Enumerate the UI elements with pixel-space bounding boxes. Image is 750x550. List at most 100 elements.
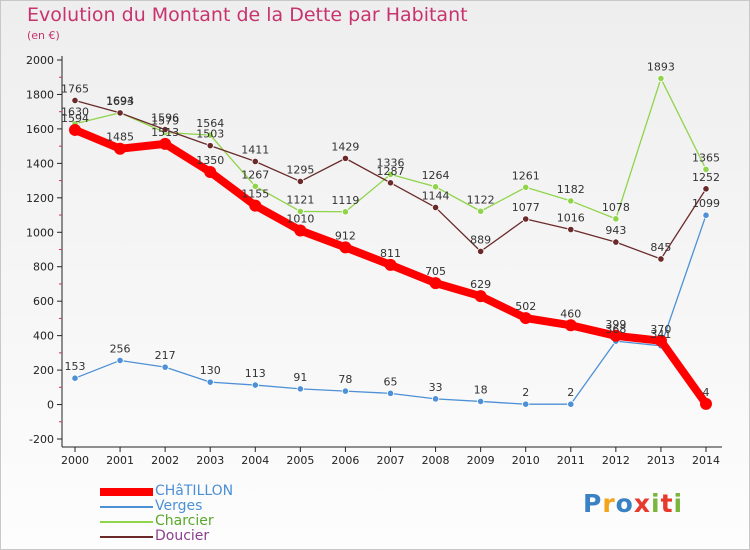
- legend-item: Verges: [100, 498, 360, 514]
- y-tick-label: 2000: [26, 54, 54, 67]
- data-label: 943: [605, 224, 626, 237]
- y-tick-label: 800: [33, 261, 54, 274]
- chart-legend: CHâTILLON Verges Charcier Doucier: [100, 483, 360, 544]
- data-label: 1264: [422, 169, 450, 182]
- data-point: [296, 207, 304, 216]
- data-point: [386, 389, 395, 397]
- data-point: [519, 312, 532, 325]
- legend-item: CHâTILLON: [100, 483, 360, 499]
- data-label: 1503: [196, 128, 224, 141]
- data-point: [657, 74, 665, 83]
- legend-label: Doucier: [155, 528, 210, 544]
- data-point: [474, 290, 487, 303]
- data-label: 1765: [61, 82, 89, 95]
- logo-letter: t: [660, 489, 674, 518]
- data-point: [567, 225, 575, 234]
- data-point: [567, 400, 575, 408]
- y-tick-label: 200: [33, 364, 54, 377]
- data-label: 1155: [241, 188, 269, 201]
- data-point: [431, 183, 440, 191]
- data-label: 113: [245, 367, 266, 380]
- x-tick-label: 2002: [151, 454, 179, 467]
- logo-letter: x: [633, 489, 651, 518]
- x-tick-label: 2004: [241, 454, 269, 467]
- data-label: 1350: [196, 154, 224, 167]
- data-label: 1411: [241, 143, 269, 156]
- data-point: [386, 179, 395, 187]
- y-tick-label: 1800: [26, 88, 54, 101]
- data-point: [251, 381, 259, 389]
- legend-item: Doucier: [100, 528, 360, 544]
- data-point: [702, 165, 710, 173]
- data-label: 370: [650, 323, 671, 336]
- data-point: [702, 185, 710, 193]
- x-tick-label: 2013: [647, 454, 675, 467]
- data-label: 629: [470, 278, 491, 291]
- data-point: [654, 334, 667, 347]
- data-point: [249, 199, 262, 212]
- data-label: 1261: [512, 169, 540, 182]
- y-tick-label: 1200: [26, 192, 54, 205]
- data-point: [657, 255, 665, 263]
- data-point: [477, 247, 485, 255]
- data-point: [564, 319, 577, 332]
- series-labels: 153 256 217 130 113 91 78 65 33 18 2 2 368 341 1099 163…: [61, 60, 720, 399]
- data-point: [116, 356, 124, 365]
- data-point: [116, 109, 124, 117]
- data-label: 1287: [377, 165, 405, 178]
- data-point: [114, 142, 127, 155]
- logo-letter: i: [651, 489, 661, 518]
- data-point: [294, 224, 307, 237]
- data-point: [206, 142, 214, 150]
- logo-letter: i: [673, 489, 684, 518]
- data-point: [609, 329, 622, 342]
- data-label: 1182: [557, 183, 585, 196]
- logo-letter: r: [602, 489, 616, 518]
- data-label: 4: [703, 386, 710, 399]
- data-label: 1579: [151, 115, 179, 128]
- data-label: 341: [650, 328, 671, 341]
- data-label: 1295: [286, 163, 314, 176]
- data-label: 1594: [61, 112, 89, 125]
- data-label: 460: [560, 307, 581, 320]
- data-point: [251, 157, 259, 166]
- data-label: 811: [380, 247, 401, 260]
- x-tick-label: 2009: [467, 454, 495, 467]
- data-label: 705: [425, 265, 446, 278]
- data-point: [159, 137, 172, 150]
- x-tick-label: 2005: [286, 454, 314, 467]
- data-point: [296, 177, 304, 186]
- data-label: 1119: [331, 194, 359, 207]
- logo-letter: o: [615, 489, 634, 518]
- data-label: 18: [474, 383, 488, 396]
- data-label: 1122: [467, 193, 495, 206]
- data-label: 1893: [647, 60, 675, 73]
- data-label: 1121: [286, 193, 314, 206]
- data-label: 1267: [241, 168, 269, 181]
- chart-title: Evolution du Montant de la Dette par Hab…: [27, 4, 468, 26]
- data-label: 153: [65, 360, 86, 373]
- y-tick-label: 1400: [26, 157, 54, 170]
- legend-label: CHâTILLON: [155, 483, 234, 499]
- data-point: [477, 397, 485, 406]
- legend-swatch: [100, 521, 153, 523]
- data-point: [206, 378, 214, 386]
- data-label: 1365: [692, 151, 720, 164]
- y-tick-label: 1000: [26, 226, 54, 239]
- data-label: 2: [522, 386, 529, 399]
- x-tick-label: 2007: [377, 454, 405, 467]
- y-tick-label: 400: [33, 330, 54, 343]
- series-lines: [69, 74, 712, 410]
- data-label: 1693: [106, 95, 134, 108]
- y-tick-label: 600: [33, 295, 54, 308]
- data-point: [431, 395, 440, 403]
- legend-swatch: [100, 488, 153, 496]
- x-tick-label: 2011: [557, 454, 585, 467]
- y-tick-label: 0: [47, 399, 54, 412]
- data-point: [341, 387, 350, 395]
- y-tick-label: 1600: [26, 123, 54, 136]
- data-label: 912: [335, 229, 356, 242]
- data-point: [702, 211, 710, 219]
- data-label: 1010: [286, 213, 314, 226]
- data-point: [204, 165, 217, 178]
